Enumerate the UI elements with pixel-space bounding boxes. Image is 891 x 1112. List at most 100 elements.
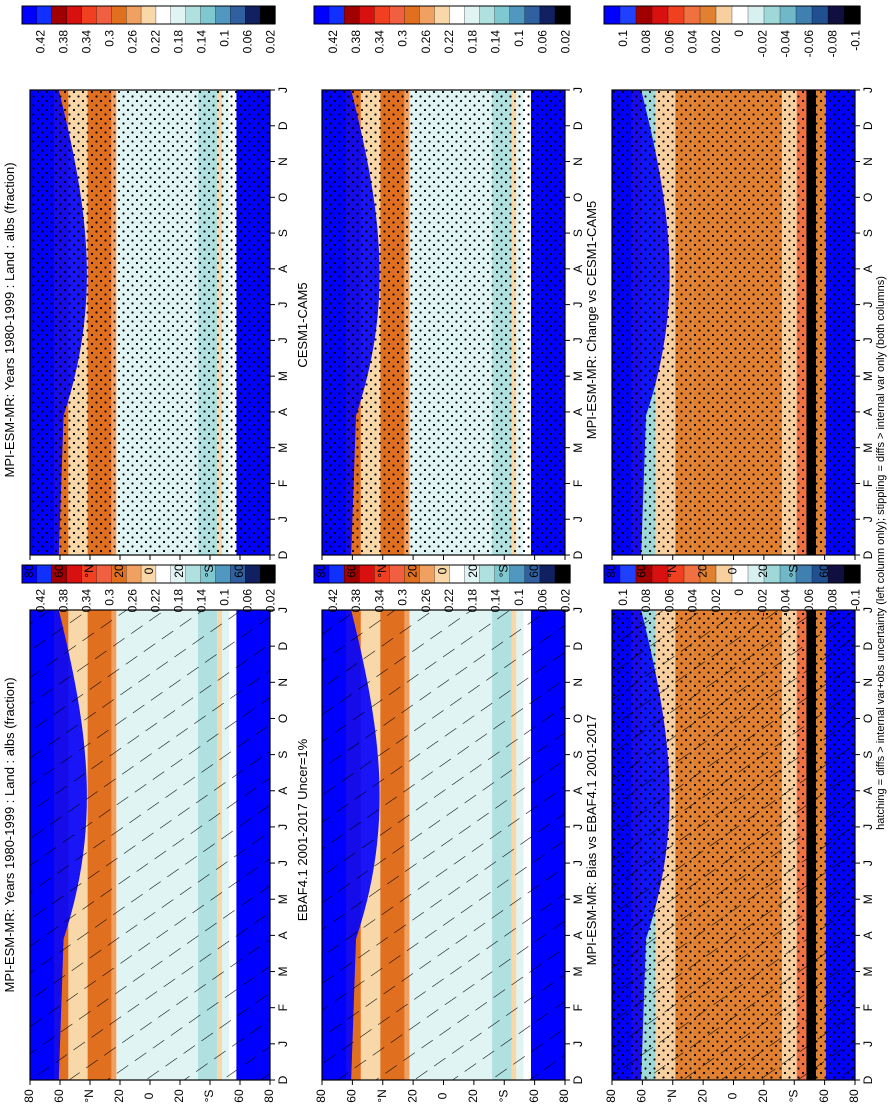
colorbar-swatch (715, 5, 733, 25)
colorbar-swatch (389, 564, 406, 584)
colorbar-swatch (96, 564, 112, 584)
lat-tick-label: °N (375, 564, 389, 577)
colorbar-swatch (389, 5, 406, 25)
colorbar-swatch (140, 5, 157, 25)
lat-tick-label: 60 (817, 564, 831, 578)
colorbar-swatch (81, 5, 98, 25)
colorbar-swatch (747, 5, 765, 25)
lat-tick-label: 60 (232, 564, 246, 578)
month-tick-label: J (571, 607, 585, 613)
month-tick-label: F (571, 480, 585, 487)
panel-title: CESM1-CAM5 (295, 282, 310, 367)
colorbar-label: 0.06 (535, 30, 549, 54)
colorbar-label: 0.38 (349, 30, 363, 54)
month-tick-label: M (276, 894, 290, 904)
colorbar-swatch (215, 5, 232, 25)
colorbar-swatch (126, 564, 142, 584)
lat-tick-label: 60 (52, 564, 66, 578)
lat-tick-label: 80 (604, 564, 618, 578)
colorbar-swatch (699, 5, 717, 25)
lat-tick-label: 20 (405, 1089, 419, 1103)
stippling-overlay (612, 90, 855, 555)
lat-tick-label: °S (496, 1090, 510, 1103)
colorbar-label: 0.22 (149, 589, 163, 613)
month-tick-label: D (571, 1075, 585, 1084)
colorbar-label: 0.18 (465, 589, 479, 613)
colorbar-swatch (619, 5, 637, 25)
colorbar-frame (21, 5, 276, 25)
colorbar-label: -0.04 (779, 589, 793, 617)
colorbar-swatch (96, 5, 112, 25)
month-tick-label: J (276, 824, 290, 830)
lat-tick-label: 20 (466, 1089, 480, 1103)
lat-tick-label: 60 (635, 564, 649, 578)
month-tick-label: S (571, 751, 585, 759)
colorbar-label: 0.26 (419, 589, 433, 613)
month-tick-label: S (861, 229, 875, 237)
lat-tick-label: 0 (142, 567, 156, 574)
colorbar-swatch (524, 5, 541, 25)
lat-tick-label: 80 (262, 564, 276, 578)
colorbar-label: 0.14 (195, 30, 209, 54)
month-tick-label: A (571, 408, 585, 416)
colorbar-label: 0.26 (126, 589, 140, 613)
lat-tick-label: 80 (22, 564, 36, 578)
colorbar-label: 0.02 (709, 589, 723, 613)
month-tick-label: F (861, 1004, 875, 1011)
month-tick-label: O (571, 193, 585, 202)
colorbar-label: -0.06 (802, 589, 816, 617)
colorbar-swatch (51, 5, 68, 25)
month-tick-label: J (276, 516, 290, 522)
month-tick-label: S (861, 751, 875, 759)
panel-middle-left: D J F M A M J J A S O N D J 80 60 °N 20 0 20 °S 60 80 EBAF4.1 2… (295, 564, 585, 1103)
colorbar-swatch (795, 5, 813, 25)
colorbar-label: -0.02 (755, 30, 769, 58)
colorbar-frame (313, 5, 571, 25)
colorbar-label: 0.02 (264, 589, 278, 613)
colorbar-swatch (603, 5, 621, 25)
lat-tick-label: 60 (527, 1089, 541, 1103)
colorbar-swatch (200, 5, 217, 25)
lat-tick-label: 20 (112, 1089, 126, 1103)
lat-tick-label: 60 (52, 1089, 66, 1103)
colorbar-swatch (667, 5, 685, 25)
colorbar-swatch (313, 5, 330, 25)
lat-tick-label: °S (202, 1090, 216, 1103)
month-tick-label: J (571, 302, 585, 308)
colorbar-swatch (651, 5, 669, 25)
colorbar-swatch (449, 564, 466, 584)
month-tick-label: A (276, 787, 290, 795)
colorbar-label: 0.02 (709, 30, 723, 54)
month-tick-label: F (276, 480, 290, 487)
lat-tick-label: 80 (847, 1089, 861, 1103)
panel-middle-right: D J F M A M J J A S O N D J 80 60 °N 20 0 20 °S 60 80 CESM1-CAM… (295, 5, 585, 578)
lat-tick-label: °N (375, 1089, 389, 1102)
colorbar-swatch (827, 5, 845, 25)
colorbar-label: 0.42 (34, 30, 48, 54)
colorbar-label: 0.38 (57, 30, 71, 54)
lat-tick-label: 0 (726, 567, 740, 574)
colorbar-swatch (126, 5, 142, 25)
month-tick-label: M (861, 894, 875, 904)
month-tick-label: J (861, 516, 875, 522)
month-tick-label: J (861, 860, 875, 866)
colorbar-label: 0.18 (172, 589, 186, 613)
colorbar-swatch (539, 564, 556, 584)
colorbar-swatch (185, 564, 202, 584)
colorbar-swatch (21, 5, 38, 25)
colorbar-label: 0.04 (686, 589, 700, 613)
month-tick-label: D (861, 550, 875, 559)
colorbar-swatch (554, 5, 571, 25)
month-tick-label: J (861, 607, 875, 613)
colorbar-label: 0.26 (126, 30, 140, 54)
month-tick-label: J (276, 860, 290, 866)
month-tick-label: N (861, 678, 875, 687)
lat-tick-label: °S (786, 1090, 800, 1103)
colorbar-swatch (479, 564, 496, 584)
colorbar-label: -0.04 (779, 30, 793, 58)
colorbar-label: 0.1 (512, 30, 526, 47)
lat-tick-label: 60 (232, 1089, 246, 1103)
figure-footnote: hatching = diffs > internal var+obs unce… (875, 276, 887, 830)
colorbar-swatch (404, 5, 421, 25)
